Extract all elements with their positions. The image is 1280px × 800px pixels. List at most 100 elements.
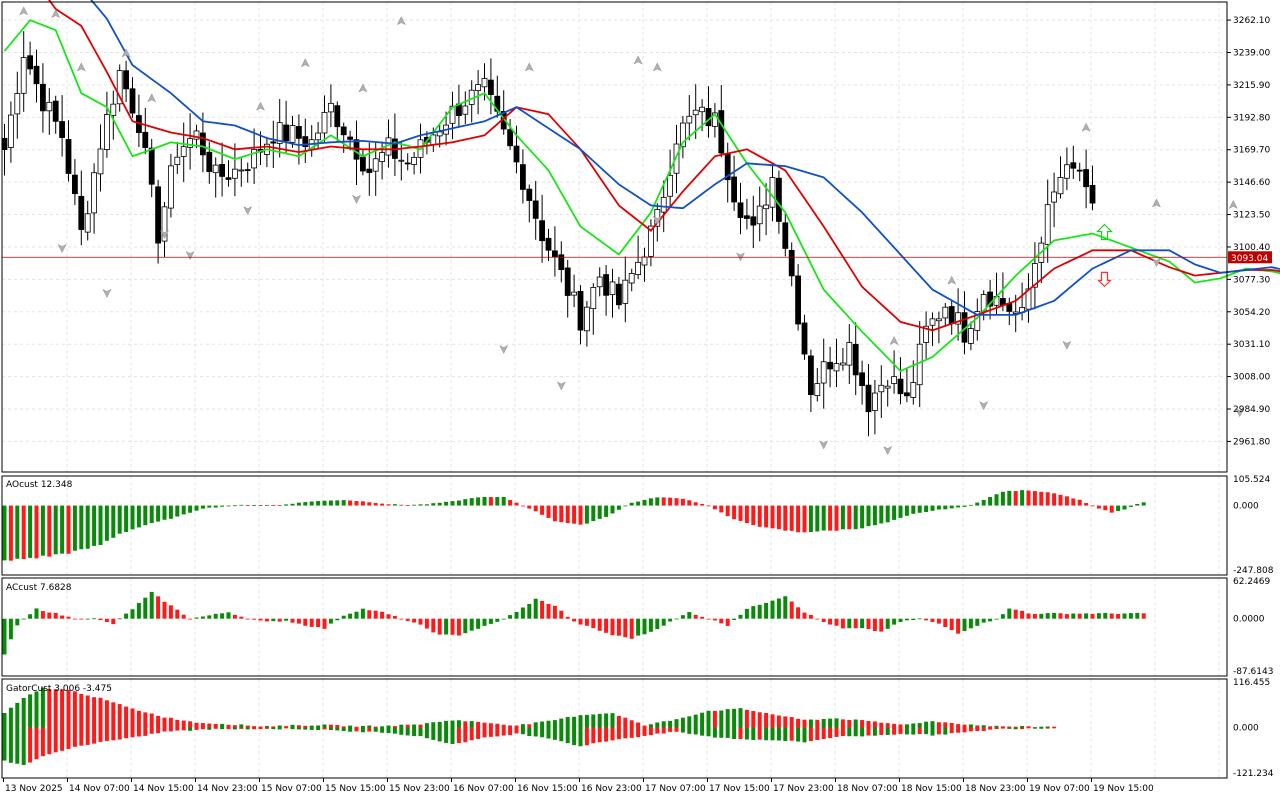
bullish-candle[interactable] [833, 363, 840, 372]
bullish-candle[interactable] [628, 272, 635, 284]
bullish-candle[interactable] [276, 122, 283, 144]
bullish-candle[interactable] [1025, 288, 1032, 310]
bullish-candle[interactable] [648, 225, 654, 257]
bearish-candle[interactable] [948, 306, 955, 325]
bearish-candle[interactable] [199, 132, 206, 156]
bullish-candle[interactable] [116, 70, 123, 105]
bearish-candle[interactable] [558, 254, 565, 270]
bearish-candle[interactable] [487, 79, 494, 95]
bearish-candle[interactable] [33, 65, 40, 85]
bullish-candle[interactable] [251, 149, 258, 169]
bearish-candle[interactable] [283, 124, 290, 142]
bullish-candle[interactable] [91, 172, 97, 214]
bearish-candle[interactable] [507, 129, 514, 147]
bullish-candle[interactable] [372, 158, 379, 172]
bullish-candle[interactable] [289, 125, 296, 143]
bearish-candle[interactable] [59, 121, 65, 138]
bullish-candle[interactable] [667, 174, 673, 197]
bearish-candle[interactable] [987, 291, 993, 307]
bearish-candle[interactable] [744, 215, 750, 219]
bullish-candle[interactable] [641, 256, 648, 266]
bearish-candle[interactable] [244, 169, 251, 171]
bullish-candle[interactable] [840, 362, 846, 366]
bearish-candle[interactable] [334, 105, 341, 128]
bullish-candle[interactable] [955, 312, 961, 325]
bullish-candle[interactable] [379, 152, 386, 162]
bearish-candle[interactable] [302, 136, 309, 148]
bearish-candle[interactable] [904, 392, 910, 397]
bearish-candle[interactable] [78, 195, 85, 230]
bullish-candle[interactable] [910, 382, 917, 398]
bullish-candle[interactable] [814, 383, 821, 396]
bearish-candle[interactable] [718, 110, 725, 154]
bullish-candle[interactable] [571, 291, 577, 296]
bullish-candle[interactable] [20, 57, 27, 94]
bullish-candle[interactable] [584, 306, 590, 332]
bullish-candle[interactable] [820, 361, 827, 384]
ac-panel[interactable] [2, 591, 1146, 655]
bullish-candle[interactable] [680, 122, 686, 148]
bearish-candle[interactable] [148, 147, 155, 185]
bearish-candle[interactable] [827, 361, 833, 370]
bullish-candle[interactable] [968, 328, 974, 344]
bullish-candle[interactable] [1051, 191, 1057, 203]
bullish-candle[interactable] [411, 157, 418, 165]
bearish-candle[interactable] [65, 139, 72, 174]
bearish-candle[interactable] [564, 267, 571, 296]
ao-panel[interactable] [2, 490, 1146, 561]
bullish-candle[interactable] [596, 276, 603, 288]
bearish-candle[interactable] [219, 164, 226, 177]
bullish-candle[interactable] [104, 114, 110, 150]
bullish-candle[interactable] [673, 143, 680, 174]
bullish-candle[interactable] [878, 384, 885, 393]
bullish-candle[interactable] [769, 177, 776, 208]
bullish-candle[interactable] [315, 132, 322, 141]
bullish-candle[interactable] [929, 318, 936, 326]
bullish-candle[interactable] [916, 343, 923, 386]
bullish-candle[interactable] [884, 385, 891, 389]
bearish-candle[interactable] [750, 216, 757, 226]
bullish-candle[interactable] [212, 164, 219, 174]
bearish-candle[interactable] [731, 176, 737, 203]
bullish-candle[interactable] [692, 109, 699, 116]
bullish-candle[interactable] [1044, 204, 1051, 245]
bearish-candle[interactable] [129, 88, 136, 114]
bearish-candle[interactable] [142, 131, 149, 148]
bullish-candle[interactable] [7, 114, 14, 148]
bullish-candle[interactable] [936, 318, 942, 322]
bullish-candle[interactable] [167, 165, 174, 209]
bullish-candle[interactable] [231, 168, 238, 179]
bullish-candle[interactable] [1064, 164, 1070, 179]
bullish-candle[interactable] [763, 204, 769, 210]
bearish-candle[interactable] [347, 136, 354, 140]
bullish-candle[interactable] [193, 130, 200, 140]
bearish-candle[interactable] [526, 188, 533, 201]
bearish-candle[interactable] [616, 283, 622, 306]
bullish-candle[interactable] [635, 261, 641, 275]
bullish-candle[interactable] [923, 325, 929, 343]
bearish-candle[interactable] [808, 355, 814, 396]
bullish-candle[interactable] [462, 105, 469, 115]
bearish-candle[interactable] [859, 372, 865, 386]
bullish-candle[interactable] [180, 146, 187, 157]
bullish-candle[interactable] [942, 306, 949, 319]
bullish-candle[interactable] [481, 78, 488, 88]
bearish-candle[interactable] [340, 126, 347, 136]
bearish-candle[interactable] [513, 145, 520, 163]
bearish-candle[interactable] [705, 107, 712, 127]
bearish-candle[interactable] [782, 222, 789, 249]
bullish-candle[interactable] [110, 103, 117, 116]
bullish-candle[interactable] [321, 111, 328, 134]
bearish-candle[interactable] [603, 274, 609, 296]
bullish-candle[interactable] [84, 213, 91, 233]
bearish-candle[interactable] [776, 177, 782, 222]
bullish-candle[interactable] [238, 169, 245, 172]
bearish-candle[interactable] [552, 250, 558, 258]
bullish-candle[interactable] [609, 281, 616, 295]
bullish-candle[interactable] [1012, 311, 1019, 314]
bearish-candle[interactable] [539, 220, 545, 242]
bullish-candle[interactable] [590, 287, 597, 310]
bearish-candle[interactable] [1076, 169, 1083, 172]
bullish-candle[interactable] [622, 279, 629, 304]
gator-panel[interactable] [2, 687, 1057, 765]
